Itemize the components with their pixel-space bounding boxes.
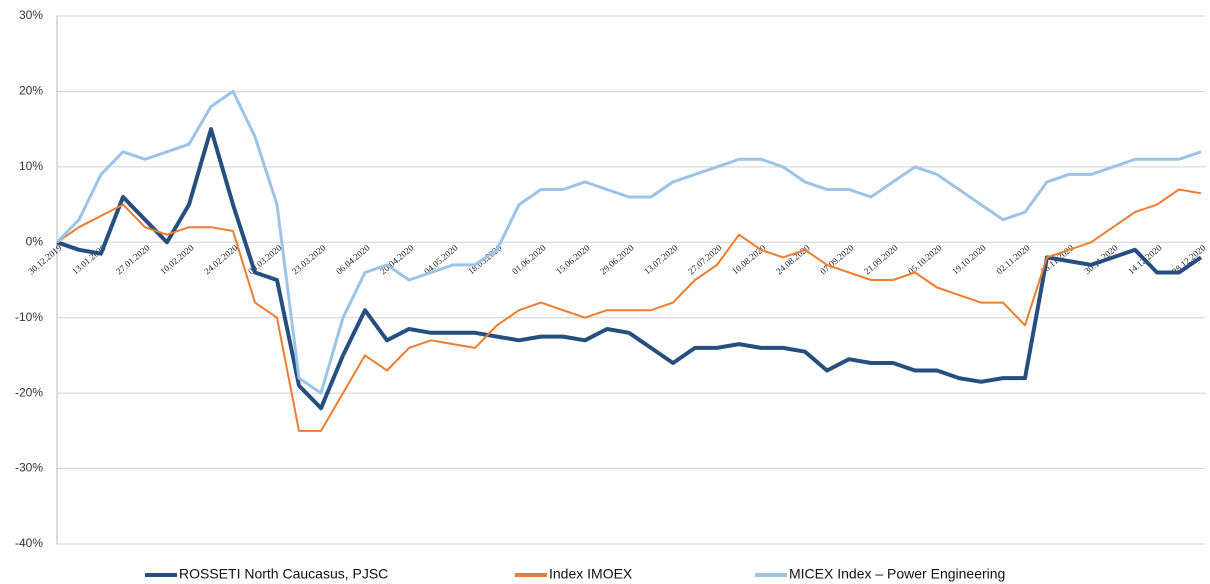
y-tick-label: -20% bbox=[15, 385, 43, 399]
line-series bbox=[55, 89, 1202, 395]
y-tick-label: 30% bbox=[19, 8, 43, 22]
legend-item: ROSSETI North Caucasus, PJSC bbox=[145, 566, 388, 582]
x-tick-label: 04.05.2020 bbox=[422, 242, 460, 276]
x-tick-label: 10.08.2020 bbox=[730, 242, 768, 276]
legend-item: Index IMOEX bbox=[515, 566, 633, 582]
x-tick-label: 10.02.2020 bbox=[158, 242, 196, 276]
x-tick-label: 29.06.2020 bbox=[598, 242, 636, 276]
x-tick-label: 27.01.2020 bbox=[114, 242, 152, 276]
y-tick-label: -10% bbox=[15, 310, 43, 324]
y-tick-label: 10% bbox=[19, 159, 43, 173]
x-tick-label: 02.11.2020 bbox=[994, 242, 1032, 276]
y-tick-label: -30% bbox=[15, 461, 43, 475]
x-tick-label: 21.09.2020 bbox=[862, 242, 900, 276]
line-series bbox=[56, 127, 1203, 411]
x-tick-label: 19.10.2020 bbox=[950, 242, 988, 276]
legend-label: Index IMOEX bbox=[549, 566, 633, 582]
legend-item: MICEX Index – Power Engineering bbox=[755, 566, 1005, 582]
y-tick-label: 0% bbox=[26, 234, 44, 248]
x-tick-label: 15.06.2020 bbox=[554, 242, 592, 276]
x-tick-label: 01.06.2020 bbox=[510, 242, 548, 276]
line-series bbox=[56, 188, 1202, 432]
y-tick-label: -40% bbox=[15, 536, 43, 550]
legend-label: ROSSETI North Caucasus, PJSC bbox=[179, 566, 388, 582]
x-tick-label: 05.10.2020 bbox=[906, 242, 944, 276]
x-tick-label: 27.07.2020 bbox=[686, 242, 724, 276]
x-tick-label: 13.07.2020 bbox=[642, 242, 680, 276]
x-tick-label: 24.08.2020 bbox=[774, 242, 812, 276]
y-tick-label: 20% bbox=[19, 84, 43, 98]
x-tick-label: 07.09.2020 bbox=[818, 242, 856, 276]
x-tick-label: 24.02.2020 bbox=[202, 242, 240, 276]
legend-label: MICEX Index – Power Engineering bbox=[789, 566, 1005, 582]
x-tick-label: 23.03.2020 bbox=[290, 242, 328, 276]
